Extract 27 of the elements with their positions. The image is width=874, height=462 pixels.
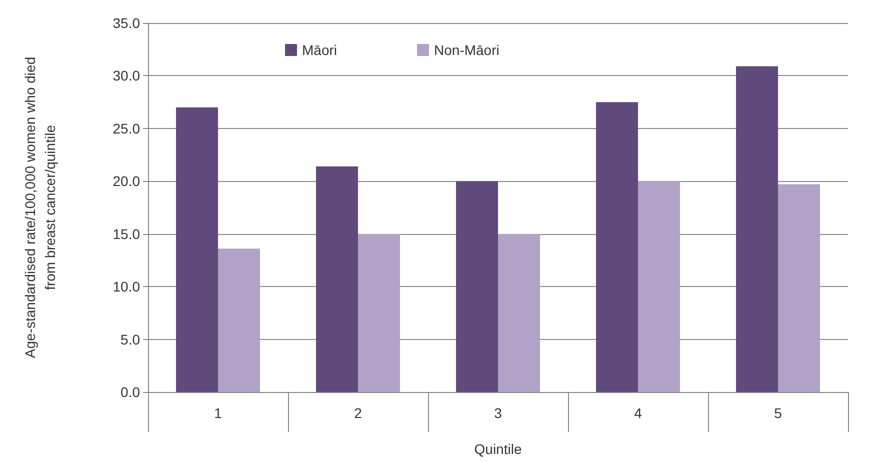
- bar: [176, 107, 218, 392]
- y-tick-label: 5.0: [120, 331, 140, 348]
- bar: [456, 181, 498, 392]
- bar: [498, 234, 540, 392]
- x-tick-label: 2: [354, 405, 362, 421]
- y-axis-title: Age-standardised rate/100,000 women who died from breast cancer/quintile: [22, 56, 58, 358]
- y-tick-label: 20.0: [112, 173, 140, 190]
- legend-label: Non-Māori: [434, 42, 500, 58]
- y-tick-label: 35.0: [112, 15, 140, 31]
- y-tick-label: 25.0: [112, 120, 140, 136]
- legend-label: Māori: [302, 42, 338, 58]
- x-axis-title: Quintile: [474, 441, 522, 457]
- bar: [358, 234, 400, 392]
- y-tick-label: 0.0: [120, 384, 140, 400]
- bar: [316, 166, 358, 392]
- bar: [778, 184, 820, 392]
- y-tick-label: 10.0: [112, 278, 140, 295]
- bar: [596, 102, 638, 392]
- x-tick-label: 1: [214, 405, 222, 421]
- bar: [638, 181, 680, 392]
- x-tick-label: 3: [494, 405, 502, 421]
- y-tick-label: 30.0: [112, 68, 140, 84]
- bar: [218, 248, 260, 392]
- x-tick-label: 4: [634, 405, 642, 421]
- x-tick-label: 5: [774, 405, 782, 421]
- bar: [736, 66, 778, 392]
- y-tick-label: 15.0: [112, 226, 140, 242]
